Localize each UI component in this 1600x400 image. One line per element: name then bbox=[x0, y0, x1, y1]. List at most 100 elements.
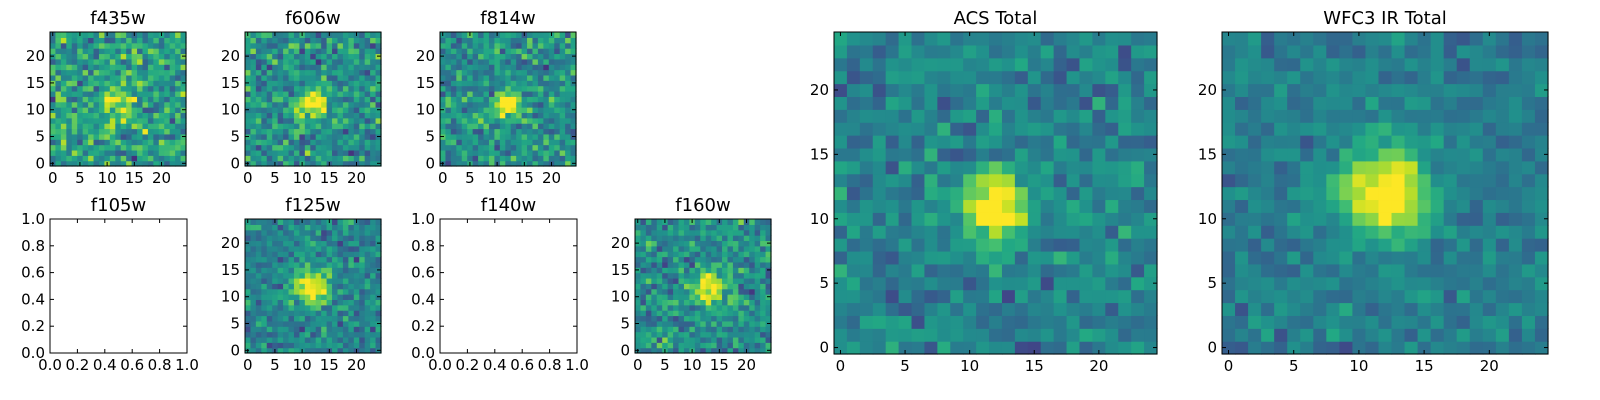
heatmap-cell bbox=[315, 219, 322, 225]
y-tick-label: 20 bbox=[416, 47, 435, 65]
heatmap-cell bbox=[299, 48, 306, 55]
heatmap-cell bbox=[559, 139, 566, 146]
heatmap-cell bbox=[700, 277, 707, 284]
heatmap-cell bbox=[1066, 57, 1081, 72]
heatmap-cell bbox=[749, 277, 756, 284]
heatmap-cell bbox=[1274, 83, 1288, 97]
heatmap-cell bbox=[1352, 225, 1367, 239]
heatmap-cell bbox=[337, 224, 344, 231]
heatmap-cell bbox=[288, 235, 295, 242]
heatmap-cell bbox=[277, 128, 284, 135]
heatmap-cell bbox=[678, 315, 685, 322]
heatmap-cell bbox=[364, 347, 371, 354]
heatmap-cell bbox=[559, 112, 566, 119]
heatmap-cell bbox=[1339, 70, 1353, 85]
heatmap-cell bbox=[1352, 147, 1367, 162]
heatmap-cell bbox=[66, 32, 73, 38]
heatmap-cell bbox=[722, 245, 729, 252]
heatmap-cell bbox=[963, 70, 977, 85]
heatmap-cell bbox=[516, 139, 523, 146]
heatmap-cell bbox=[1248, 328, 1262, 342]
heatmap-cell bbox=[1092, 96, 1106, 110]
heatmap-cell bbox=[288, 294, 295, 300]
heatmap-cell bbox=[1339, 57, 1353, 72]
heatmap-cell bbox=[304, 347, 311, 354]
heatmap-cell bbox=[445, 42, 452, 49]
heatmap-cell bbox=[565, 112, 572, 119]
heatmap-cell bbox=[1300, 147, 1314, 162]
heatmap-cell bbox=[326, 80, 333, 87]
heatmap-cell bbox=[521, 96, 528, 103]
heatmap-cell bbox=[521, 107, 528, 113]
heatmap-cell bbox=[359, 347, 366, 354]
heatmap-cell bbox=[1066, 328, 1081, 342]
heatmap-cell bbox=[1508, 328, 1523, 342]
heatmap-cell bbox=[1105, 315, 1119, 329]
heatmap-cell bbox=[1118, 109, 1132, 123]
heatmap-cell bbox=[667, 304, 674, 311]
heatmap-cell bbox=[673, 251, 680, 258]
heatmap-cell bbox=[261, 128, 268, 135]
heatmap-cell bbox=[277, 80, 284, 87]
heatmap-cell bbox=[694, 235, 701, 242]
heatmap-cell bbox=[283, 117, 290, 124]
heatmap-cell bbox=[283, 336, 290, 343]
heatmap-cell bbox=[109, 139, 116, 146]
heatmap-cell bbox=[321, 229, 328, 236]
heatmap-cell bbox=[662, 272, 669, 279]
heatmap-cell bbox=[516, 69, 523, 76]
heatmap-cell bbox=[1313, 44, 1327, 59]
heatmap-cell bbox=[760, 261, 767, 268]
heatmap-cell bbox=[277, 240, 284, 247]
heatmap-cell bbox=[1287, 315, 1301, 329]
heatmap-cell bbox=[120, 58, 127, 65]
heatmap-cell bbox=[137, 117, 144, 124]
heatmap-cell bbox=[255, 288, 262, 295]
heatmap-cell bbox=[711, 315, 718, 322]
heatmap-cell bbox=[950, 32, 964, 46]
heatmap-cell bbox=[505, 80, 512, 87]
heatmap-cell bbox=[1521, 32, 1536, 46]
heatmap-cell bbox=[272, 58, 279, 65]
heatmap-cell bbox=[1066, 302, 1081, 316]
heatmap-cell bbox=[245, 42, 252, 49]
heatmap-cell bbox=[834, 276, 848, 291]
heatmap-cell bbox=[570, 101, 577, 108]
heatmap-cell bbox=[483, 64, 490, 71]
heatmap-cell bbox=[169, 37, 176, 44]
heatmap-cell bbox=[645, 256, 652, 263]
heatmap-cell bbox=[1404, 147, 1419, 162]
heatmap-cell bbox=[169, 128, 176, 135]
heatmap-cell bbox=[1248, 32, 1262, 46]
heatmap-cell bbox=[370, 90, 377, 97]
heatmap-cell bbox=[898, 263, 913, 278]
heatmap-cell bbox=[872, 315, 887, 329]
heatmap-cell bbox=[645, 261, 652, 268]
heatmap-cell bbox=[1118, 173, 1132, 188]
heatmap-cell bbox=[304, 224, 311, 231]
heatmap-cell bbox=[656, 251, 663, 258]
heatmap-cell bbox=[559, 123, 566, 130]
heatmap-cell bbox=[175, 90, 182, 97]
heatmap-cell bbox=[859, 44, 874, 59]
heatmap-cell bbox=[834, 212, 848, 226]
heatmap-cell bbox=[1222, 160, 1236, 175]
heatmap-cell bbox=[1248, 276, 1262, 291]
heatmap-cell bbox=[164, 42, 171, 49]
heatmap-cell bbox=[1404, 341, 1419, 355]
heatmap-cell bbox=[461, 139, 468, 146]
heatmap-cell bbox=[277, 272, 284, 279]
heatmap-cell bbox=[250, 85, 257, 92]
heatmap-cell bbox=[137, 133, 144, 140]
heatmap-cell bbox=[1326, 57, 1340, 72]
heatmap-cell bbox=[950, 276, 964, 291]
heatmap-cell bbox=[364, 53, 371, 60]
heatmap-cell bbox=[732, 219, 739, 225]
heatmap-cell bbox=[153, 80, 160, 87]
heatmap-cell bbox=[483, 107, 490, 113]
heatmap-cell bbox=[765, 219, 772, 225]
heatmap-cell bbox=[635, 245, 642, 252]
heatmap-cell bbox=[288, 315, 295, 322]
heatmap-cell bbox=[872, 96, 887, 110]
heatmap-cell bbox=[293, 123, 300, 130]
